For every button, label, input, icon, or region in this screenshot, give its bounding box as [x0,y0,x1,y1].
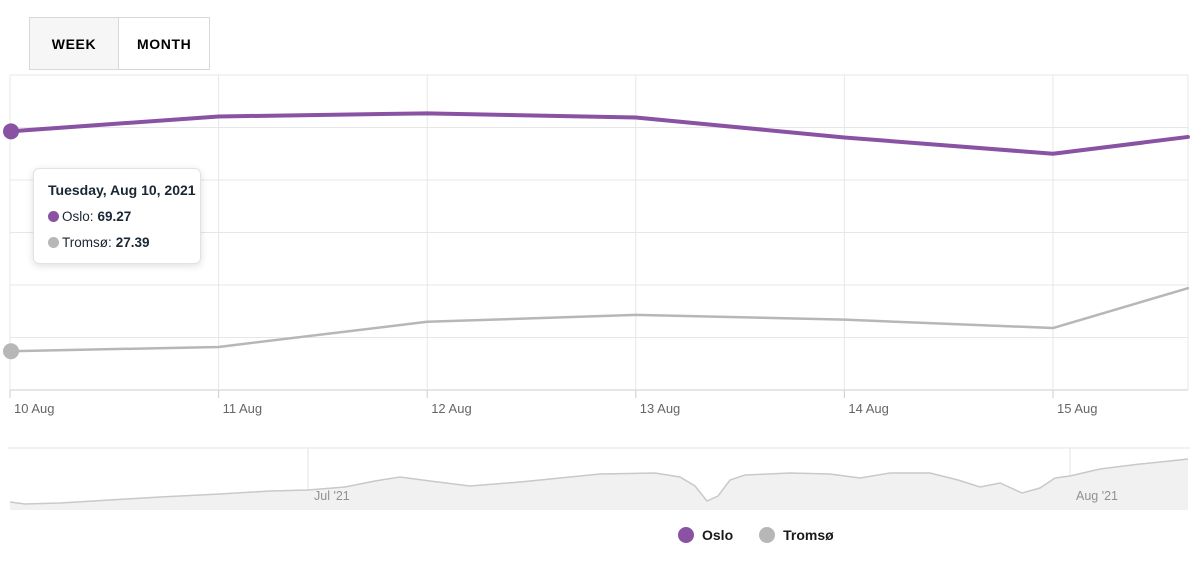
x-axis-label: 11 Aug [222,401,263,416]
x-axis-label: 10 Aug [14,401,55,416]
range-selector: WEEK MONTH [29,17,211,70]
navigator-area[interactable] [10,459,1188,510]
tooltip-row-tromso: Tromsø: 27.39 [48,235,188,250]
tromso-legend-dot-icon [759,527,776,543]
legend-item-oslo[interactable]: Oslo [678,527,733,543]
tooltip-series-name: Tromsø: [62,235,112,250]
navigator-month-label-aug: Aug '21 [1076,489,1119,503]
oslo-series-dot-icon [48,211,59,222]
tooltip-series-value: 27.39 [115,235,150,250]
oslo-point-marker[interactable] [3,123,19,140]
legend-item-tromso[interactable]: Tromsø [759,527,834,543]
tooltip-series-name: Oslo: [62,209,94,224]
tooltip: Tuesday, Aug 10, 2021 Oslo: 69.27 Tromsø… [33,168,201,264]
x-axis-label: 14 Aug [848,401,889,416]
tooltip-row-oslo: Oslo: 69.27 [48,209,188,224]
navigator-month-label-jul: Jul '21 [314,489,350,503]
tooltip-date: Tuesday, Aug 10, 2021 [48,182,196,198]
legend-label: Tromsø [783,527,834,543]
x-axis-label: 15 Aug [1057,401,1098,416]
navigator-line [9,458,1189,505]
oslo-series-line[interactable] [8,111,1190,156]
tromso-series-dot-icon [48,237,59,248]
legend-label: Oslo [702,527,734,543]
oslo-legend-dot-icon [678,527,694,543]
legend: Oslo Tromsø [678,527,834,543]
tromso-series-line[interactable] [8,286,1190,353]
tooltip-series-value: 69.27 [97,209,132,224]
range-button-week[interactable]: WEEK [29,17,119,70]
tromso-point-marker[interactable] [3,343,19,360]
range-button-month[interactable]: MONTH [118,17,211,70]
x-axis-label: 13 Aug [639,401,681,416]
x-axis-label: 12 Aug [431,401,472,416]
